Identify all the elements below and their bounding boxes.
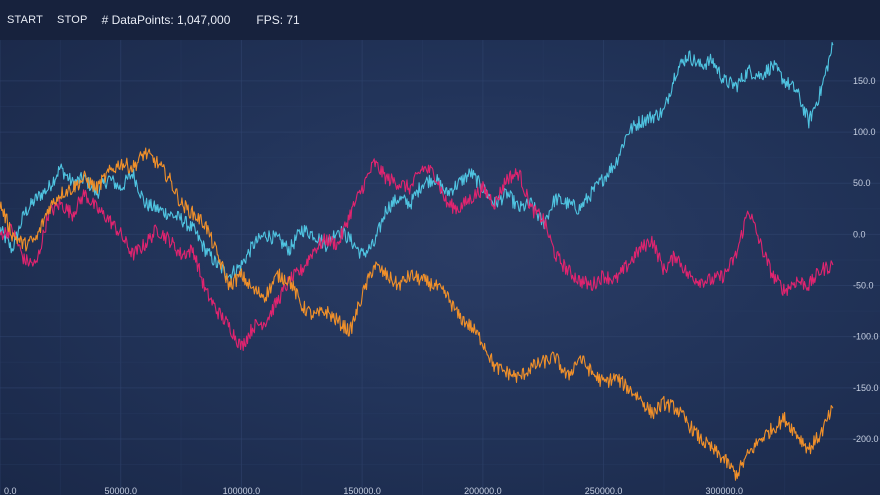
y-tick-label: 100.0	[853, 127, 876, 137]
x-tick-label: 0.0	[4, 486, 17, 495]
chart-area[interactable]: 150.0 100.0 50.0 0.0 -50.0 -100.0 -150.0 -200.0…	[0, 40, 880, 495]
x-tick-label: 250000.0	[585, 486, 623, 495]
stop-button[interactable]: STOP	[57, 14, 88, 26]
toolbar: START STOP # DataPoints: 1,047,000 FPS: …	[0, 0, 880, 40]
x-tick-label: 100000.0	[223, 486, 261, 495]
series-line-1	[0, 41, 834, 281]
y-tick-label: -100.0	[853, 332, 879, 342]
x-tick-label: 50000.0	[104, 486, 137, 495]
y-tick-label: -50.0	[853, 281, 874, 291]
series-line-2	[0, 158, 834, 352]
y-tick-label: -150.0	[853, 383, 879, 393]
x-tick-label: 150000.0	[343, 486, 381, 495]
y-tick-label: 150.0	[853, 76, 876, 86]
x-tick-label: 200000.0	[464, 486, 502, 495]
x-tick-label: 300000.0	[706, 486, 744, 495]
datapoints-counter: # DataPoints: 1,047,000	[101, 13, 231, 27]
series-line-3	[0, 147, 834, 481]
fps-counter: FPS: 71	[256, 13, 300, 27]
y-tick-label: -200.0	[853, 434, 879, 444]
y-tick-label: 50.0	[853, 178, 871, 188]
start-button[interactable]: START	[7, 14, 44, 26]
line-chart[interactable]: 150.0 100.0 50.0 0.0 -50.0 -100.0 -150.0 -200.0…	[0, 40, 880, 495]
y-tick-label: 0.0	[853, 229, 866, 239]
